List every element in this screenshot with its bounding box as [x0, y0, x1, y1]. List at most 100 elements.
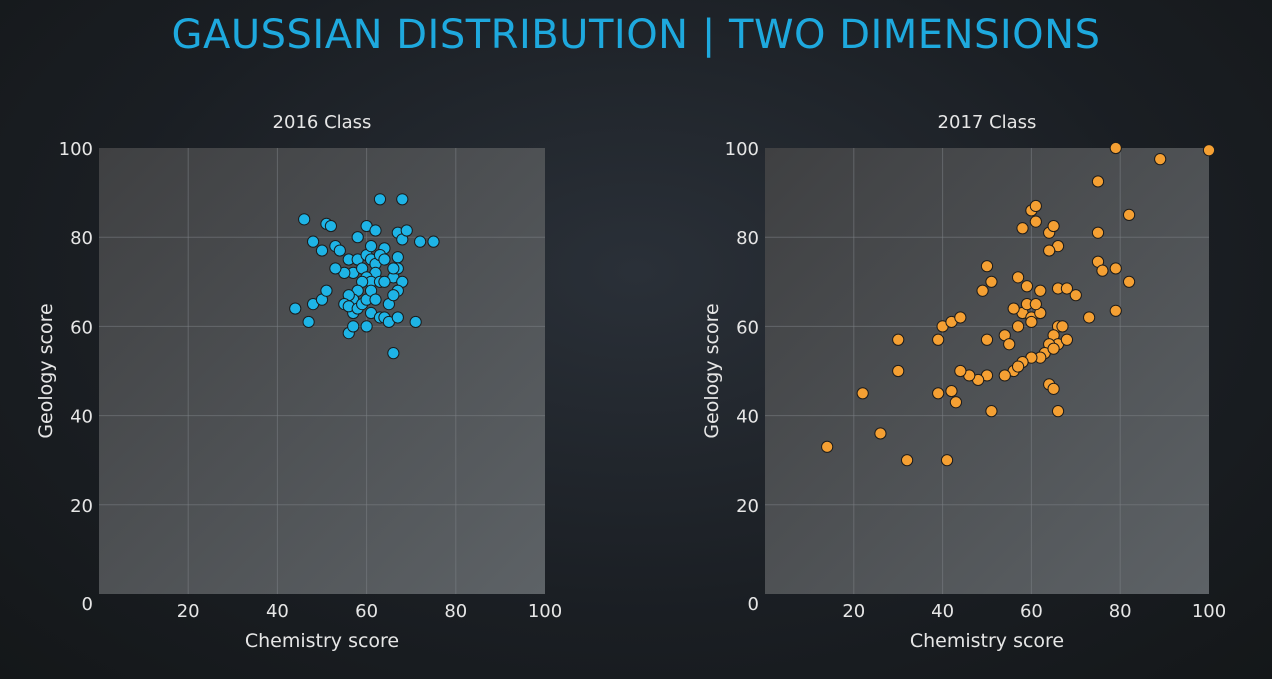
data-point: [954, 364, 967, 378]
chart-title: 2017 Class: [938, 112, 1037, 133]
data-point: [1122, 208, 1136, 221]
x-tick-label: 100: [1192, 601, 1226, 622]
data-point: [1007, 302, 1020, 315]
data-point: [360, 320, 373, 333]
data-point: [949, 396, 963, 409]
y-tick-label: 60: [736, 317, 759, 338]
data-point: [1091, 175, 1105, 188]
data-point: [976, 284, 989, 297]
data-point: [1056, 320, 1069, 333]
data-point: [1011, 271, 1025, 284]
data-point: [347, 320, 360, 333]
data-point: [821, 440, 834, 453]
x-tick-label: 20: [177, 601, 200, 622]
data-point: [289, 302, 302, 315]
data-point: [985, 405, 998, 418]
data-point: [1091, 226, 1105, 239]
data-point: [932, 333, 945, 346]
data-point: [980, 260, 994, 273]
data-point: [378, 253, 391, 266]
x-tick-label: 60: [1020, 601, 1043, 622]
y-axis-label: Geology score: [35, 303, 57, 438]
data-point: [1051, 405, 1065, 418]
data-point: [1029, 298, 1042, 311]
data-point: [373, 193, 387, 206]
data-point: [1043, 244, 1056, 257]
data-point: [324, 219, 338, 233]
data-point: [1025, 315, 1038, 329]
data-point: [900, 454, 914, 467]
origin-tick-label: 0: [748, 594, 759, 615]
data-point: [315, 244, 329, 257]
data-point: [387, 262, 400, 275]
data-point: [1029, 215, 1042, 228]
data-point: [320, 284, 333, 297]
data-point: [1047, 382, 1060, 395]
data-point: [400, 224, 413, 237]
data-point: [1011, 320, 1025, 333]
data-point: [892, 333, 905, 346]
data-point: [985, 275, 998, 288]
data-point: [1122, 275, 1136, 288]
data-point: [387, 289, 400, 302]
data-point: [1109, 262, 1122, 275]
x-tick-label: 80: [1109, 601, 1132, 622]
data-point: [940, 454, 954, 467]
data-point: [874, 427, 887, 440]
y-tick-label: 20: [736, 496, 759, 517]
data-point: [391, 311, 404, 324]
data-point: [378, 275, 391, 288]
data-point: [954, 311, 967, 324]
scatter-chart-2016: 20 40 60 80 100 20 40 60 80 100 0 2016 Class Chemist…: [35, 112, 562, 652]
data-point: [1060, 333, 1074, 346]
data-point: [414, 235, 427, 248]
data-point: [1202, 144, 1216, 157]
data-point: [1034, 284, 1047, 297]
data-point: [1069, 289, 1082, 302]
data-point: [1154, 153, 1167, 166]
x-tick-label: 100: [528, 601, 562, 622]
x-tick-label: 60: [355, 601, 378, 622]
data-point: [980, 333, 994, 346]
data-point: [1029, 199, 1042, 213]
data-point: [1020, 280, 1034, 293]
data-point: [1016, 222, 1029, 235]
data-point: [1011, 360, 1025, 373]
y-tick-label: 100: [725, 139, 759, 160]
y-tick-label: 80: [736, 228, 759, 249]
x-axis-label: Chemistry score: [910, 630, 1064, 652]
data-point: [1047, 219, 1060, 233]
data-point: [1109, 304, 1122, 317]
x-tick-label: 40: [931, 601, 954, 622]
data-point: [945, 384, 958, 398]
origin-tick-label: 0: [82, 594, 93, 615]
data-point: [351, 231, 364, 244]
data-point: [892, 364, 905, 378]
data-point: [369, 224, 382, 237]
data-point: [1047, 342, 1060, 355]
page-title: GAUSSIAN DISTRIBUTION | TWO DIMENSIONS: [171, 12, 1101, 58]
data-point: [369, 293, 382, 306]
data-point: [302, 315, 315, 329]
data-point: [333, 244, 346, 257]
data-point: [932, 387, 945, 400]
data-point: [306, 235, 320, 248]
data-point: [396, 193, 409, 206]
data-point: [329, 262, 342, 275]
y-tick-label: 80: [70, 228, 93, 249]
data-point: [1096, 264, 1109, 277]
data-point: [998, 369, 1011, 382]
data-point: [1060, 282, 1074, 295]
data-point: [427, 235, 440, 248]
x-axis-label: Chemistry score: [245, 630, 399, 652]
data-point: [298, 213, 311, 226]
x-tick-label: 80: [444, 601, 467, 622]
y-tick-label: 20: [70, 496, 93, 517]
x-tick-label: 20: [842, 601, 865, 622]
y-tick-label: 40: [736, 407, 759, 428]
data-point: [387, 347, 400, 360]
data-point: [1083, 311, 1096, 324]
data-point: [409, 315, 422, 329]
y-tick-label: 100: [59, 139, 93, 160]
